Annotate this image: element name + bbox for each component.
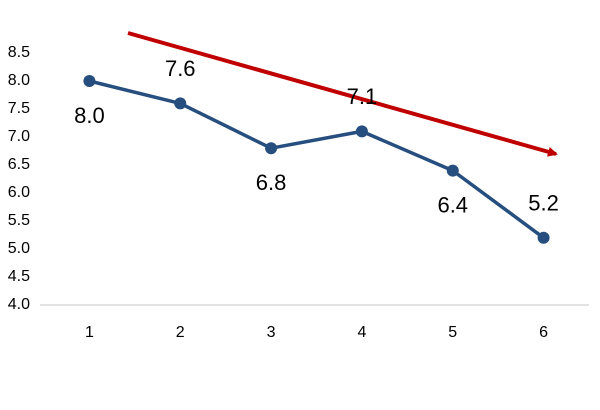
x-tick-label: 1 xyxy=(85,324,94,341)
y-tick-label: 7.0 xyxy=(8,128,30,145)
marker xyxy=(355,125,368,138)
y-tick-label: 5.5 xyxy=(8,212,30,229)
y-tick-label: 8.5 xyxy=(8,44,30,61)
marker xyxy=(265,142,278,155)
y-tick-label: 5.0 xyxy=(8,240,30,257)
marker xyxy=(83,75,96,87)
x-tick-label: 5 xyxy=(448,324,457,341)
data-label: 6.8 xyxy=(256,170,287,195)
y-tick-label: 4.5 xyxy=(8,268,30,285)
x-tick-label: 4 xyxy=(357,324,366,341)
x-tick-label: 6 xyxy=(539,324,548,341)
y-tick-label: 7.5 xyxy=(8,100,30,117)
data-label: 8.0 xyxy=(74,103,105,128)
y-tick-label: 4.0 xyxy=(8,296,30,313)
data-label: 5.2 xyxy=(528,191,559,216)
data-label: 6.4 xyxy=(437,192,468,217)
x-tick-label: 3 xyxy=(267,324,276,341)
y-tick-label: 6.0 xyxy=(8,184,30,201)
trend-arrow xyxy=(127,31,558,157)
data-label: 7.1 xyxy=(347,84,378,109)
marker xyxy=(537,231,550,244)
marker xyxy=(446,164,459,177)
data-label: 7.6 xyxy=(165,56,196,81)
y-tick-label: 8.0 xyxy=(8,72,30,89)
marker xyxy=(174,97,187,110)
x-tick-label: 2 xyxy=(176,324,185,341)
line xyxy=(88,79,545,240)
y-tick-label: 6.5 xyxy=(8,156,30,173)
